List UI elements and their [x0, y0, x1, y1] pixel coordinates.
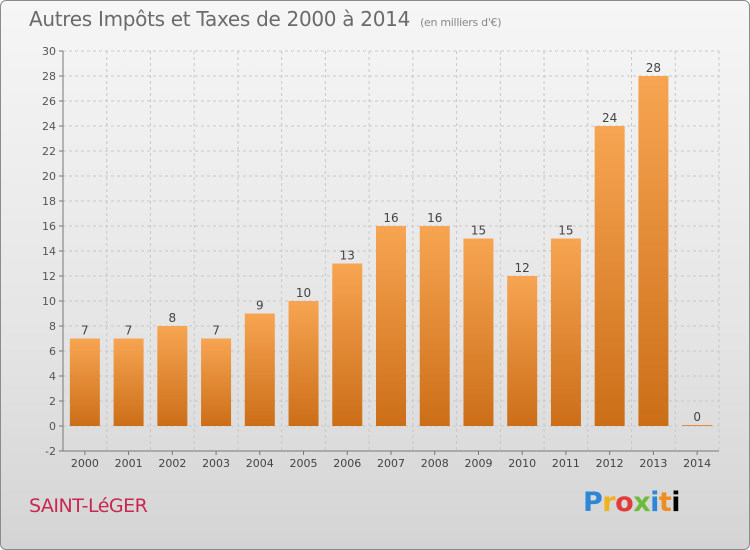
y-tick-label: 10 [42, 295, 56, 308]
logo-letter: o [615, 487, 634, 518]
logo-letter: i [671, 487, 681, 518]
bar-value-label: 8 [169, 311, 177, 325]
x-tick-label: 2004 [246, 457, 274, 470]
bar [69, 338, 100, 426]
y-tick-label: -2 [45, 445, 56, 458]
x-tick-label: 2001 [115, 457, 143, 470]
bar [594, 126, 625, 426]
y-tick-label: 22 [42, 145, 56, 158]
x-tick-label: 2010 [508, 457, 536, 470]
x-tick-label: 2009 [464, 457, 492, 470]
y-tick-label: 30 [42, 45, 56, 58]
bar-layer [69, 76, 713, 426]
bar-value-label: 28 [646, 61, 661, 75]
bar [332, 263, 363, 426]
x-tick-label: 2005 [290, 457, 318, 470]
bar-value-label: 13 [340, 249, 355, 263]
y-tick-label: 8 [49, 320, 56, 333]
logo-letter: i [650, 487, 659, 518]
label-layer: 7 2000 7 2001 8 2002 7 2003 9 2004 10 2005 13 2006 16 2… [71, 61, 711, 470]
bar [376, 226, 406, 426]
x-tick-label: 2011 [552, 457, 580, 470]
bar [682, 425, 713, 426]
y-tick-label: 14 [42, 245, 56, 258]
x-tick-label: 2012 [596, 457, 624, 470]
x-tick-label: 2014 [683, 457, 711, 470]
bar [550, 238, 581, 426]
y-tick-label: 28 [42, 70, 56, 83]
x-tick-label: 2006 [333, 457, 361, 470]
chart-title-text: Autres Impôts et Taxes de 2000 à 2014 [29, 7, 410, 31]
y-tick-label: 18 [42, 195, 56, 208]
x-tick-label: 2002 [158, 457, 186, 470]
bar-value-label: 7 [125, 324, 133, 338]
bar-value-label: 24 [602, 111, 617, 125]
y-tick-label: 16 [42, 220, 56, 233]
city-name: SAINT-LéGER [29, 495, 148, 517]
bar-value-label: 16 [427, 211, 442, 225]
logo-letter: t [658, 487, 672, 518]
logo-letter: r [602, 487, 616, 518]
logo-letter: P [583, 487, 603, 518]
y-tick-label: 2 [49, 395, 56, 408]
bar [288, 301, 319, 426]
y-tick-label: 24 [42, 120, 56, 133]
bar [419, 226, 450, 426]
y-tick-label: 12 [42, 270, 56, 283]
bar-value-label: 12 [515, 261, 530, 275]
bar [507, 276, 538, 426]
x-tick-label: 2000 [71, 457, 99, 470]
logo-letter: x [633, 487, 651, 518]
bar-value-label: 16 [383, 211, 398, 225]
bar [244, 313, 275, 426]
y-tick-label: 0 [49, 420, 56, 433]
bar-value-label: 9 [256, 299, 264, 313]
proxiti-logo: Proxiti [583, 487, 681, 518]
bar-value-label: 7 [212, 324, 220, 338]
y-tick-label: 4 [49, 370, 56, 383]
bar [201, 338, 232, 426]
y-tick-label: 20 [42, 170, 56, 183]
x-tick-label: 2013 [639, 457, 667, 470]
chart-title: Autres Impôts et Taxes de 2000 à 2014 (e… [29, 7, 502, 31]
bar [638, 76, 669, 426]
bar-value-label: 15 [558, 224, 573, 238]
x-tick-label: 2008 [421, 457, 449, 470]
x-tick-label: 2003 [202, 457, 230, 470]
bar [113, 338, 144, 426]
bar-value-label: 10 [296, 286, 311, 300]
y-tick-label: 26 [42, 95, 56, 108]
bar [463, 238, 494, 426]
bar-value-label: 7 [81, 324, 89, 338]
y-tick-label: 6 [49, 345, 56, 358]
bar-value-label: 0 [693, 410, 701, 424]
bar-value-label: 15 [471, 224, 486, 238]
bar [157, 326, 188, 426]
x-tick-label: 2007 [377, 457, 405, 470]
chart-unit: (en milliers d'€) [420, 16, 502, 29]
